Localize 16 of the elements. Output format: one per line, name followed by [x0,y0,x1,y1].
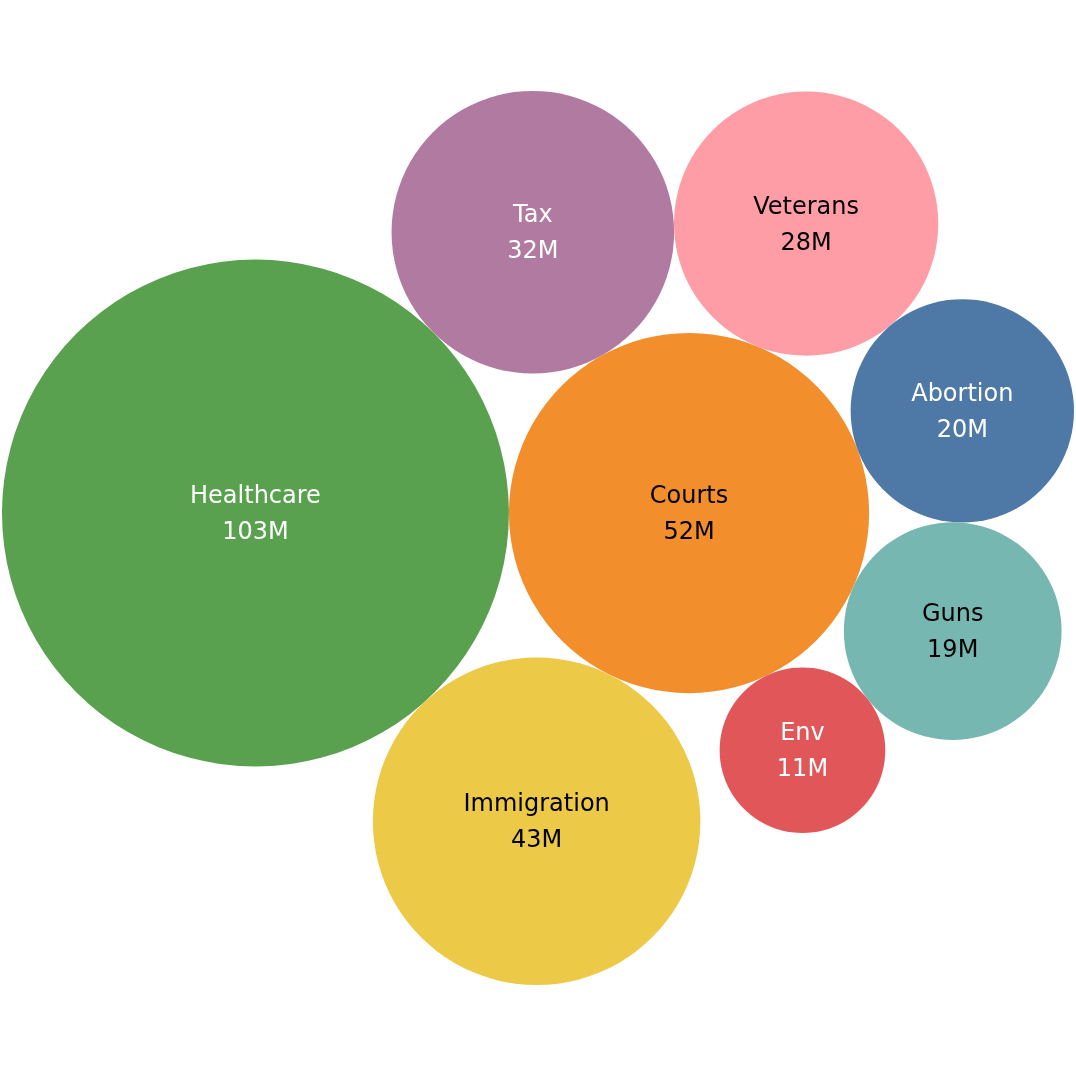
category-label: Immigration [463,789,610,818]
data-label: 28M [780,227,832,256]
data-label: 19M [927,635,979,664]
category-label: Healthcare [190,481,321,510]
category-label: Courts [649,481,729,510]
data-label: 32M [507,236,559,265]
data-label: 11M [776,754,829,783]
category-label: Tax [512,200,553,229]
category-label: Env [780,718,825,747]
category-label: Veterans [753,191,860,220]
category-label: Guns [921,599,984,628]
data-label: 103M [222,517,289,546]
data-label: 43M [511,825,563,854]
data-label: 52M [663,517,715,546]
data-label: 20M [936,414,988,443]
category-label: Abortion [911,378,1014,407]
